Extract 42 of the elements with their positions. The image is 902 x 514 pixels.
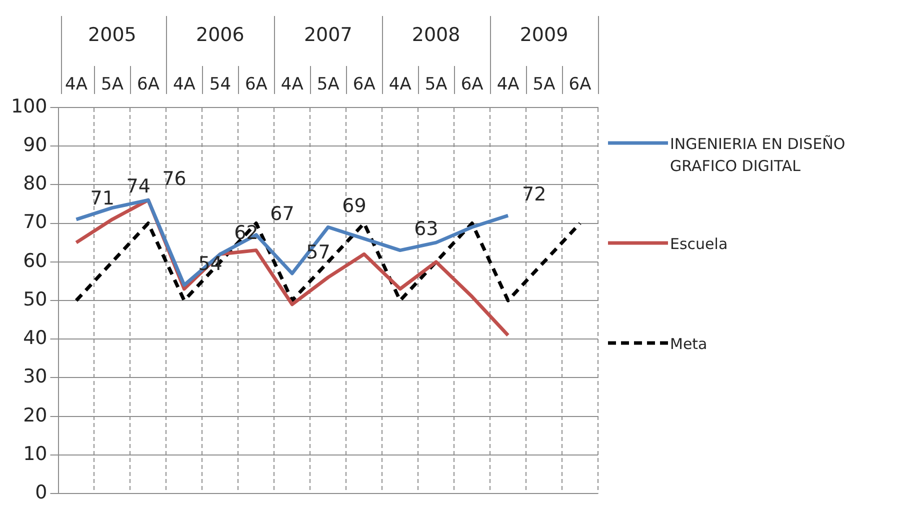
x-tick-label: 5A	[424, 74, 448, 95]
x-tick-label: 6A	[136, 74, 160, 95]
y-tick-label: 70	[23, 211, 48, 234]
x-tick-label: 5A	[532, 74, 556, 95]
y-tick-label: 20	[23, 404, 48, 426]
data-label: 76	[162, 168, 186, 190]
y-tick-label: 10	[23, 442, 48, 465]
text: 2006	[194, 24, 246, 46]
x-tick-label: 5A	[316, 74, 340, 95]
text: 2009	[518, 24, 570, 46]
x-tick-label: 4A	[172, 74, 196, 95]
x-tick-label: 5A	[101, 74, 124, 95]
x-tick-label: 6A	[568, 74, 592, 95]
text: 2007	[302, 24, 354, 46]
text: 2005	[87, 24, 138, 46]
data-label: 67	[270, 202, 294, 225]
data-label: 63	[414, 218, 438, 240]
y-tick-label: 100	[11, 95, 48, 118]
legend-label: INGENIERIA EN DISEÑO GRAFICO DIGITAL	[670, 134, 846, 177]
data-label: 74	[126, 176, 150, 198]
x-tick-label: 4A	[388, 74, 412, 95]
y-tick-label: 80	[23, 172, 48, 195]
legend-label: Escuela	[670, 234, 729, 255]
y-tick-label: 50	[23, 288, 48, 310]
x-tick-label: 4A	[280, 74, 304, 95]
y-tick-label: 30	[23, 366, 48, 388]
y-tick-label: 0	[35, 482, 48, 504]
x-tick-label: 6A	[460, 74, 484, 95]
x-tick-label: 4A	[65, 74, 88, 95]
data-label: 71	[90, 187, 114, 210]
x-tick-label: 6A	[244, 74, 268, 95]
x-tick-label: 54	[209, 74, 232, 95]
data-label: 72	[522, 183, 546, 206]
x-tick-label: 6A	[352, 74, 376, 95]
text: 2008	[410, 24, 462, 46]
data-label: 69	[342, 195, 366, 218]
y-tick-label: 40	[23, 327, 48, 350]
y-tick-label: 90	[23, 134, 48, 156]
y-tick-label: 60	[23, 250, 48, 272]
x-tick-label: 4A	[496, 74, 520, 95]
data-label: 57	[306, 241, 330, 264]
legend-label: Meta	[670, 334, 708, 355]
